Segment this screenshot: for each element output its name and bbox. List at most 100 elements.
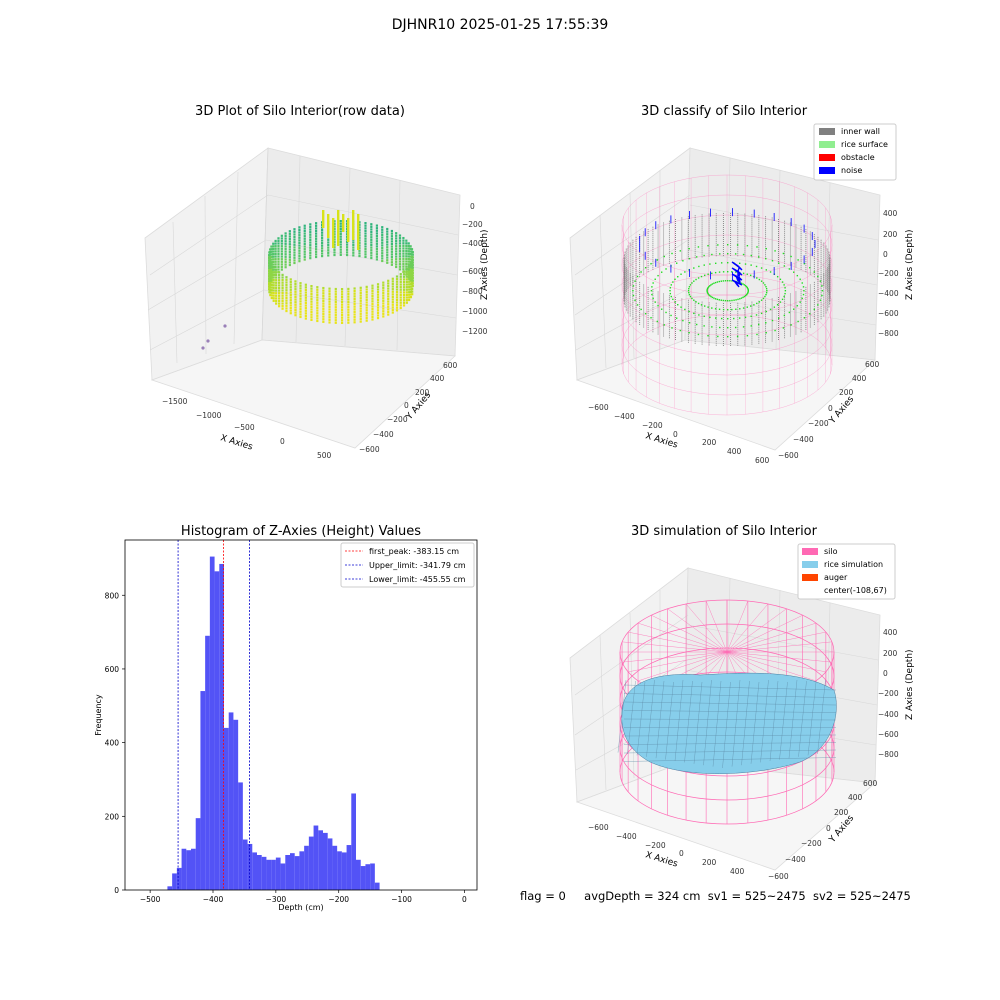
point bbox=[278, 299, 281, 303]
point bbox=[375, 224, 379, 227]
point bbox=[409, 288, 413, 291]
point bbox=[371, 297, 374, 300]
point bbox=[358, 223, 361, 226]
point bbox=[322, 305, 325, 308]
point bbox=[334, 311, 337, 314]
point bbox=[409, 267, 413, 270]
point bbox=[391, 298, 394, 301]
point bbox=[382, 281, 385, 284]
point bbox=[409, 293, 413, 296]
rice-surface-point bbox=[819, 280, 822, 282]
point bbox=[328, 295, 331, 298]
rice-surface-point bbox=[663, 255, 665, 258]
rice-surface-point bbox=[742, 272, 745, 275]
point bbox=[402, 270, 405, 273]
histogram-bar bbox=[205, 635, 210, 890]
point bbox=[289, 299, 292, 302]
point bbox=[405, 299, 408, 302]
point bbox=[328, 318, 331, 321]
rice-surface-point bbox=[654, 301, 656, 303]
rice-surface-point bbox=[742, 253, 745, 256]
rice-surface-point bbox=[783, 314, 786, 317]
point bbox=[334, 290, 337, 293]
rice-surface-point bbox=[750, 274, 752, 277]
grid-line bbox=[574, 614, 689, 696]
grid-line bbox=[265, 239, 458, 276]
point bbox=[339, 240, 342, 244]
rice-surface-point bbox=[688, 293, 691, 296]
rice-surface-point bbox=[717, 244, 719, 246]
mesh-line bbox=[623, 684, 837, 691]
point bbox=[334, 321, 337, 324]
legend-swatch-auger bbox=[802, 574, 818, 581]
point bbox=[390, 240, 393, 243]
point bbox=[293, 241, 296, 244]
point bbox=[358, 244, 361, 247]
point bbox=[405, 265, 408, 268]
rice-surface-point bbox=[743, 295, 746, 298]
point bbox=[365, 285, 368, 288]
rice-surface-point bbox=[654, 278, 656, 280]
rice-surface-point bbox=[756, 277, 758, 279]
panel1-grid bbox=[147, 147, 459, 364]
point bbox=[347, 308, 350, 311]
point bbox=[408, 298, 411, 302]
rice-surface-point bbox=[682, 319, 684, 322]
rice-surface-point bbox=[650, 262, 652, 265]
rice-surface-point bbox=[715, 262, 717, 265]
rice-surface-point bbox=[774, 329, 776, 332]
point bbox=[398, 260, 402, 263]
point bbox=[376, 290, 380, 294]
rice-surface-point bbox=[784, 292, 786, 295]
point bbox=[386, 248, 389, 251]
rice-surface-point bbox=[688, 288, 690, 290]
point bbox=[399, 301, 402, 304]
p4-ztick: −800 bbox=[878, 750, 899, 759]
rice-surface-point bbox=[703, 325, 705, 327]
rice-surface-point bbox=[710, 284, 712, 286]
rice-surface-point bbox=[660, 271, 663, 273]
panel1-x-ticks: −1500 −1000 −500 0 500 bbox=[162, 397, 332, 460]
rice-surface-point bbox=[750, 264, 752, 266]
point bbox=[339, 253, 342, 257]
histogram-bar bbox=[294, 856, 300, 890]
point bbox=[395, 237, 398, 240]
point bbox=[334, 298, 337, 301]
rice-surface-point bbox=[722, 271, 725, 273]
point bbox=[285, 304, 288, 307]
point bbox=[294, 303, 297, 306]
point bbox=[315, 255, 318, 259]
point bbox=[391, 280, 394, 283]
rice-surface-point bbox=[698, 314, 700, 316]
mesh-line bbox=[722, 681, 731, 769]
legend-swatch-noise bbox=[819, 167, 835, 174]
rice-surface-point bbox=[720, 280, 723, 282]
p4-ytick: −200 bbox=[801, 839, 822, 848]
point bbox=[309, 233, 312, 236]
rice-surface-point bbox=[817, 275, 819, 278]
p1-xtick: −500 bbox=[234, 423, 255, 432]
point bbox=[333, 220, 336, 223]
point bbox=[340, 313, 344, 317]
point bbox=[387, 297, 390, 301]
point bbox=[391, 285, 394, 288]
point bbox=[399, 278, 402, 281]
point bbox=[289, 309, 292, 312]
noise-point bbox=[733, 280, 743, 286]
rice-surface-point bbox=[651, 293, 653, 296]
point bbox=[322, 307, 325, 310]
point bbox=[370, 251, 373, 254]
mesh-line bbox=[750, 681, 760, 764]
rice-surface-point bbox=[720, 299, 723, 301]
histogram-bar bbox=[233, 719, 239, 890]
rice-surface-point bbox=[695, 278, 697, 281]
point bbox=[409, 245, 412, 248]
rice-surface-point bbox=[731, 280, 733, 282]
rice-surface-point bbox=[760, 299, 763, 301]
point bbox=[303, 255, 306, 259]
rice-surface-point bbox=[703, 315, 705, 317]
histogram-bar bbox=[242, 839, 248, 890]
point bbox=[270, 261, 273, 264]
point bbox=[365, 314, 368, 317]
point bbox=[299, 292, 302, 295]
